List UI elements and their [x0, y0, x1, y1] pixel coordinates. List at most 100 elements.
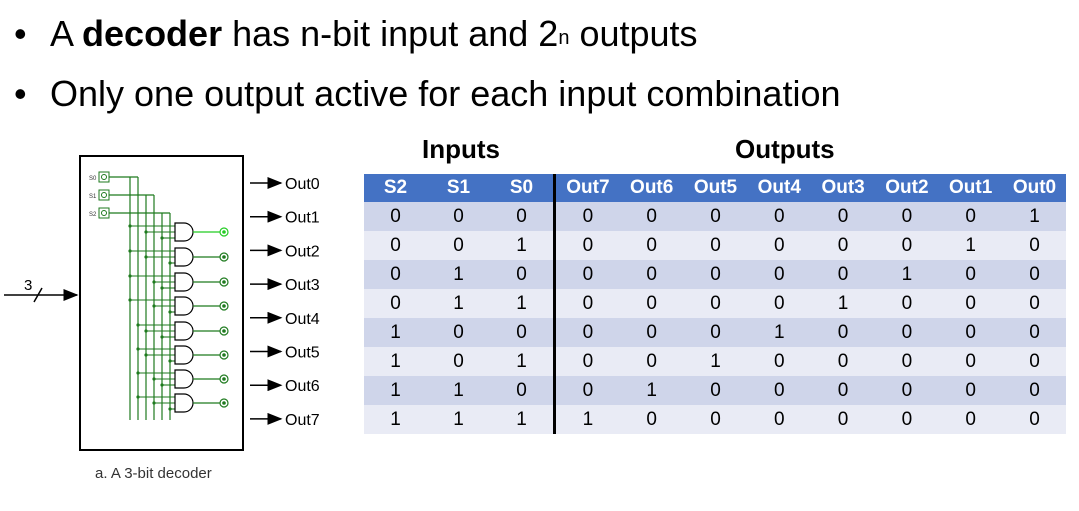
- table-cell: 0: [938, 260, 1003, 289]
- output-probe-dot: [222, 255, 226, 259]
- table-cell: 0: [619, 202, 684, 231]
- table-cell: 0: [938, 202, 1003, 231]
- table-cell: 0: [1002, 318, 1067, 347]
- column-header-s1: S1: [427, 174, 490, 202]
- select-input-box: [98, 189, 110, 201]
- bullet-1-sup: n: [558, 27, 570, 49]
- table-cell: 0: [427, 202, 490, 231]
- table-cell: 0: [747, 289, 812, 318]
- wire-junction: [128, 298, 132, 302]
- bullet-2-text: Only one output active for each input co…: [50, 73, 841, 114]
- column-header-out2: Out2: [874, 174, 939, 202]
- table-cell: 0: [874, 231, 939, 260]
- select-input-box: [98, 171, 110, 183]
- wire-junction: [144, 255, 148, 259]
- table-cell: 0: [938, 289, 1003, 318]
- and-gate: [174, 345, 194, 365]
- table-cell: 0: [938, 318, 1003, 347]
- wire-junction: [128, 274, 132, 278]
- table-cell: 1: [364, 318, 427, 347]
- table-cell: 0: [747, 260, 812, 289]
- table-cell: 0: [811, 231, 875, 260]
- output-probe-dot: [222, 329, 226, 333]
- table-cell: 0: [1002, 260, 1067, 289]
- wire-junction: [136, 347, 140, 351]
- table-cell: 0: [747, 202, 812, 231]
- table-cell: 0: [683, 260, 748, 289]
- table-cell: 0: [874, 289, 939, 318]
- and-gate: [174, 321, 194, 341]
- table-cell: 1: [874, 260, 939, 289]
- table-cell: 0: [619, 347, 684, 376]
- decoder-circuit: S0 S1 S2: [89, 171, 229, 420]
- table-cell: 1: [619, 376, 684, 405]
- output-probe-dot: [222, 353, 226, 357]
- column-header-out3: Out3: [811, 174, 875, 202]
- select-input-pin: [101, 192, 107, 198]
- table-cell: 0: [811, 318, 875, 347]
- table-cell: 0: [938, 347, 1003, 376]
- bus-width-label: 3: [24, 277, 32, 294]
- table-cell: 0: [364, 231, 427, 260]
- bullet-dot: •: [14, 73, 27, 114]
- table-cell: 0: [811, 260, 875, 289]
- table-cell: 0: [874, 405, 939, 434]
- table-cell: 0: [554, 347, 620, 376]
- table-cell: 0: [1002, 347, 1067, 376]
- wire-junction: [152, 377, 156, 381]
- output-label-out5: Out5: [285, 345, 320, 362]
- and-gate: [174, 247, 194, 267]
- table-cell: 0: [554, 260, 620, 289]
- table-cell: 0: [747, 347, 812, 376]
- table-cell: 0: [427, 347, 490, 376]
- bullet-1: • A decoder has n-bit input and 2n output…: [14, 4, 841, 64]
- output-label-out3: Out3: [285, 277, 320, 294]
- bullet-1-pre: A: [50, 13, 83, 54]
- table-cell: 0: [747, 231, 812, 260]
- wire-junction: [168, 407, 172, 411]
- table-cell: 0: [747, 376, 812, 405]
- column-header-out6: Out6: [619, 174, 684, 202]
- column-header-s0: S0: [490, 174, 556, 202]
- table-cell: 0: [683, 318, 748, 347]
- output-arrows: Out0 Out1 Out2 Out3 Out4 Out5 Out6 Out7: [250, 176, 320, 429]
- table-cell: 0: [683, 202, 748, 231]
- output-label-out0: Out0: [285, 176, 320, 193]
- decoder-box: [79, 155, 244, 451]
- table-cell: 1: [490, 289, 556, 318]
- output-label-out4: Out4: [285, 311, 320, 328]
- output-probe-dot: [222, 377, 226, 381]
- table-cell: 1: [364, 347, 427, 376]
- and-gate: [174, 272, 194, 292]
- output-probe-dot: [222, 401, 226, 405]
- table-cell: 0: [683, 376, 748, 405]
- table-cell: 0: [938, 376, 1003, 405]
- column-header-out0: Out0: [1002, 174, 1067, 202]
- table-cell: 0: [554, 231, 620, 260]
- and-gate: [174, 369, 194, 389]
- table-cell: 0: [427, 231, 490, 260]
- select-label: S2: [89, 212, 97, 218]
- table-cell: 0: [938, 405, 1003, 434]
- wire-junction: [136, 323, 140, 327]
- table-cell: 1: [364, 376, 427, 405]
- inputs-group-label: Inputs: [422, 134, 500, 164]
- table-cell: 0: [490, 376, 556, 405]
- table-cell: 1: [938, 231, 1003, 260]
- truth-table: S2 S1 S0 Out7 Out6 Out5 Out4 Out3 Out2 Out1 Out0 0…: [364, 174, 1068, 434]
- table-cell: 0: [874, 202, 939, 231]
- table-cell: 1: [427, 376, 490, 405]
- table-cell: 0: [683, 405, 748, 434]
- table-cell: 0: [619, 405, 684, 434]
- output-label-out2: Out2: [285, 243, 320, 260]
- wire-junction: [136, 371, 140, 375]
- bullet-dot: •: [14, 13, 27, 54]
- wire-junction: [160, 236, 164, 240]
- table-cell: 0: [364, 260, 427, 289]
- table-cell: 1: [683, 347, 748, 376]
